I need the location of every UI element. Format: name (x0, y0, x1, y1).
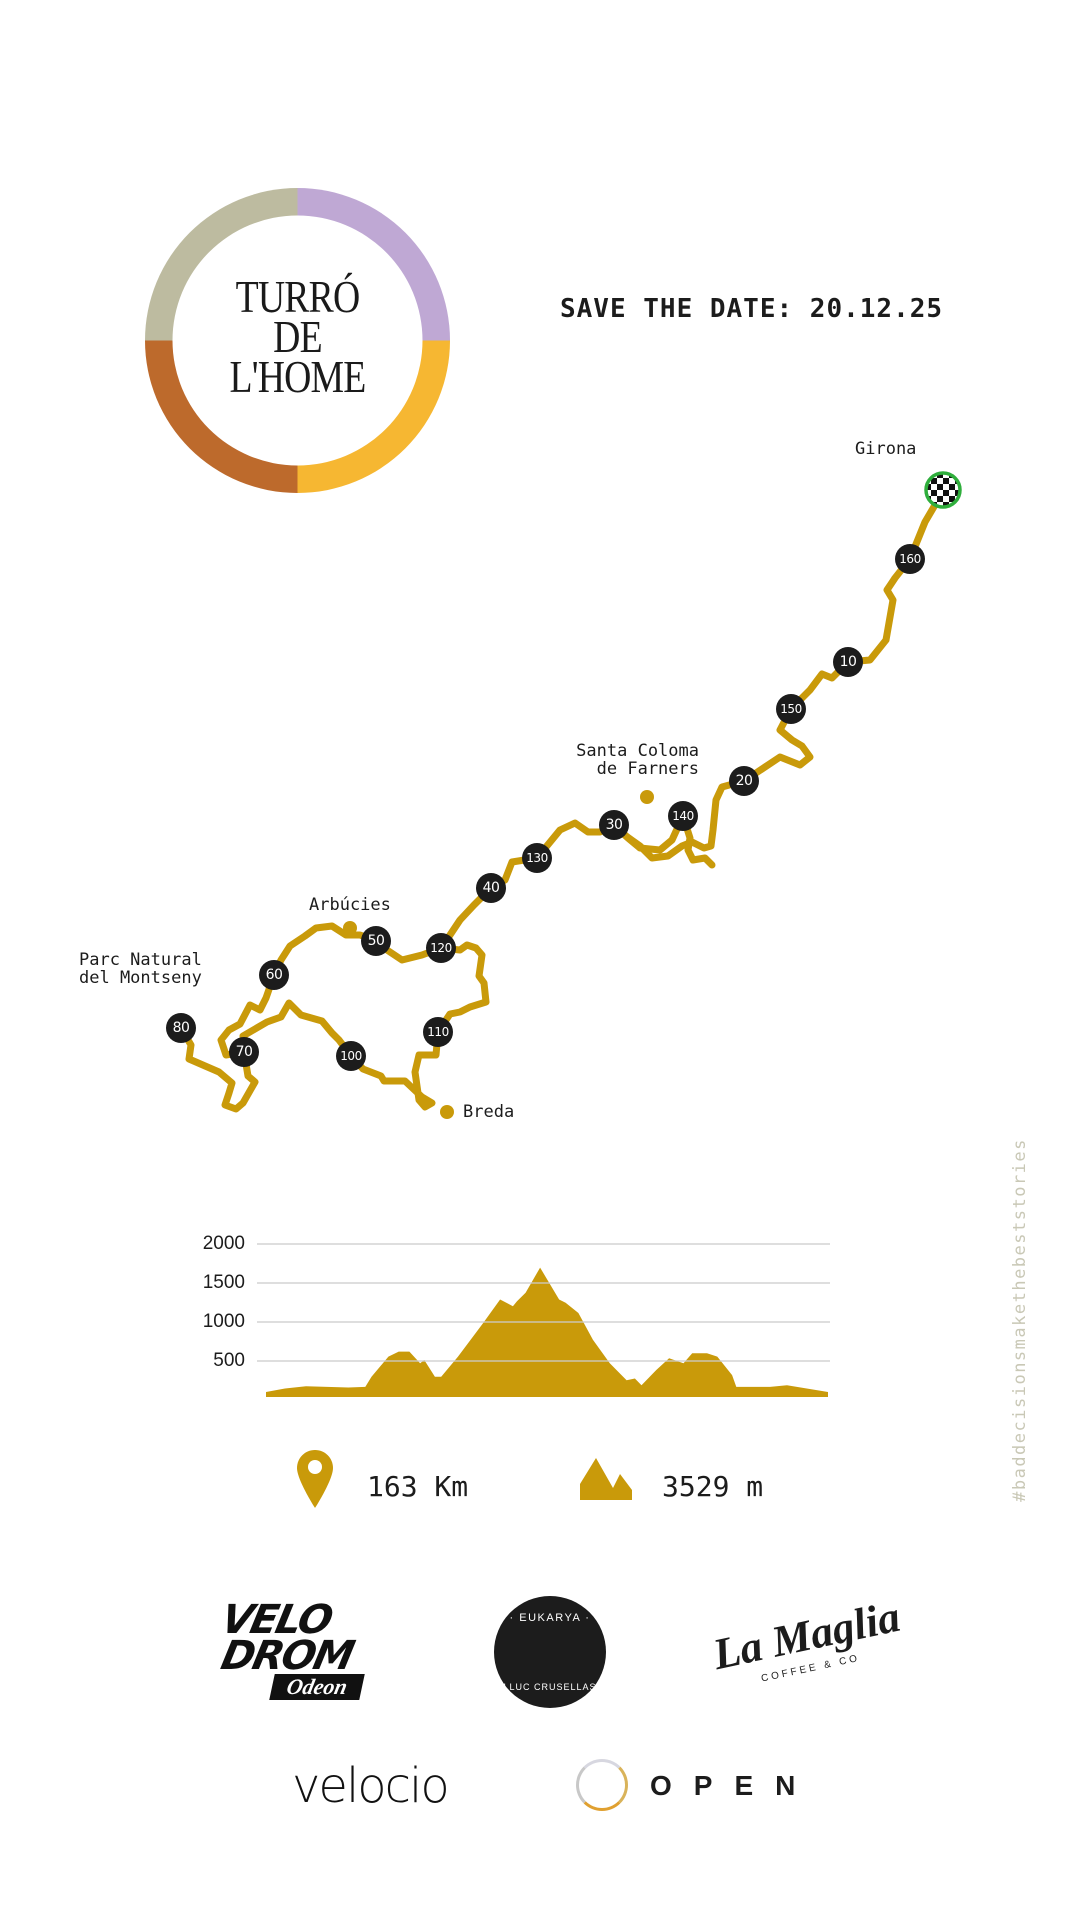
hashtag: #baddecisionsmakethebeststories (1010, 1138, 1030, 1502)
save-the-date: SAVE THE DATE: 20.12.25 (560, 294, 944, 324)
km-marker: 140 (668, 801, 698, 831)
open-ring-icon (576, 1759, 628, 1811)
place-label-santa-coloma: Santa Coloma de Farners (576, 742, 699, 778)
route-segment (177, 486, 947, 1113)
km-marker: 150 (776, 694, 806, 724)
sponsor-logo-velodrom: VELO DROM Odeon (217, 1597, 387, 1704)
santa-coloma-dot (640, 790, 654, 804)
eukarya-subtext: LLUC CRUSELLAS (503, 1682, 597, 1692)
km-marker: 60 (259, 960, 289, 990)
breda-dot (440, 1105, 454, 1119)
km-marker: 80 (166, 1013, 196, 1043)
sponsor-logo-lamaglia: La Maglia COFFEE & CO (709, 1592, 905, 1702)
elevation-profile-area (266, 1267, 828, 1397)
velodrom-line: DROM (217, 1633, 357, 1679)
place-label-montseny: Parc Natural del Montseny (79, 951, 202, 987)
logo-title-line: L'HOME (229, 351, 367, 402)
logo-title-line: TURRÓ (235, 271, 361, 322)
sponsor-logo-open: OPEN (650, 1770, 818, 1801)
distance-value: 163 Km (367, 1470, 469, 1503)
logo-title-line: DE (273, 311, 322, 362)
km-marker: 30 (599, 810, 629, 840)
logo-ring (145, 188, 450, 493)
checkered-flag-icon (924, 471, 962, 509)
place-label-girona: Girona (855, 439, 917, 459)
km-marker: 10 (833, 647, 863, 677)
place-label-breda: Breda (463, 1102, 515, 1122)
elevation-chart (257, 1243, 830, 1397)
eukarya-text: · EUKARYA · (509, 1612, 591, 1624)
km-marker: 100 (336, 1041, 366, 1071)
sponsor-logo-velocio: velocio (292, 1758, 450, 1814)
place-label-arbucies: Arbúcies (309, 895, 391, 915)
km-marker: 120 (426, 933, 456, 963)
elevation-gain-value: 3529 m (662, 1470, 764, 1503)
place-label-line: Parc Natural (79, 950, 202, 970)
sponsor-logo-eukarya: · EUKARYA · LLUC CRUSELLAS (494, 1596, 606, 1708)
km-marker: 20 (729, 766, 759, 796)
location-pin-icon (297, 1450, 333, 1508)
y-tick-label: 2000 (202, 1233, 245, 1254)
velodrom-odeon: Odeon (269, 1674, 365, 1700)
y-tick-label: 1500 (202, 1272, 245, 1293)
event-logo: TURRÓ DE L'HOME (145, 188, 450, 493)
km-marker: 70 (229, 1037, 259, 1067)
route-map (177, 471, 962, 1119)
place-label-line: de Farners (596, 759, 699, 779)
km-marker: 160 (895, 544, 925, 574)
route-segment (239, 941, 490, 1111)
km-marker: 130 (522, 843, 552, 873)
place-label-line: Santa Coloma (576, 741, 699, 761)
km-marker: 110 (423, 1017, 453, 1047)
km-marker: 50 (361, 926, 391, 956)
arbucies-dot (343, 921, 357, 935)
y-tick-label: 500 (213, 1350, 245, 1371)
route-line (177, 486, 947, 1113)
mountain-icon (580, 1458, 632, 1500)
km-marker: 40 (476, 873, 506, 903)
place-label-line: del Montseny (79, 968, 202, 988)
y-tick-label: 1000 (202, 1311, 245, 1332)
